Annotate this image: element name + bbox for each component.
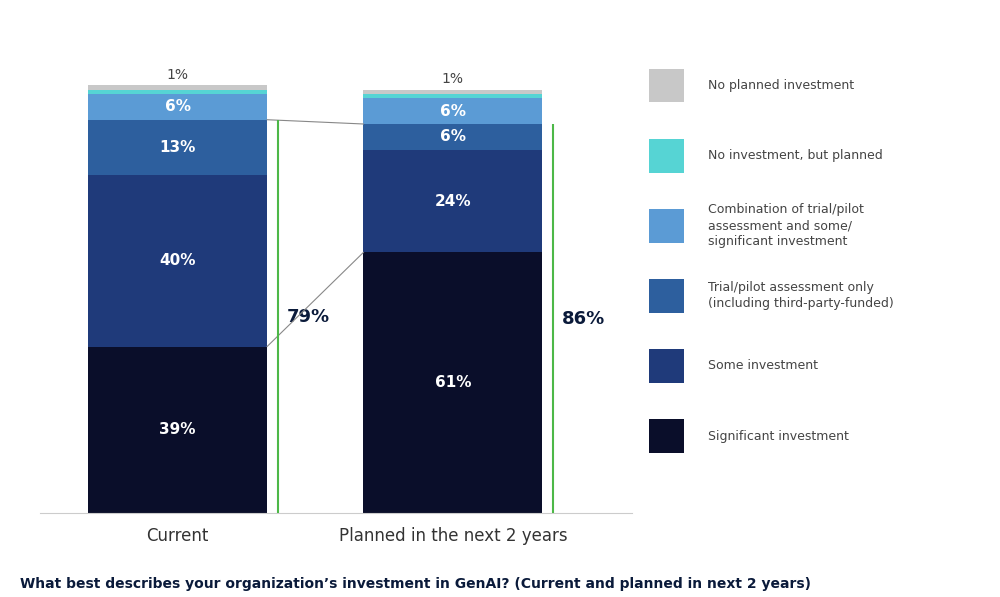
Text: 61%: 61% [435, 376, 471, 390]
Bar [363, 99, 542, 124]
Text: Combination of trial/pilot
assessment and some/
significant investment: Combination of trial/pilot assessment an… [708, 203, 864, 248]
Text: Trial/pilot assessment only
(including third-party-funded): Trial/pilot assessment only (including t… [708, 281, 894, 310]
Text: 40%: 40% [159, 254, 196, 269]
Text: 1%: 1% [167, 68, 189, 82]
Text: No planned investment: No planned investment [708, 79, 855, 92]
Bar [649, 279, 684, 313]
Bar [649, 139, 684, 173]
Bar [649, 419, 684, 453]
Bar [88, 346, 267, 513]
Text: 24%: 24% [435, 193, 471, 208]
Bar [363, 253, 542, 513]
Bar [88, 120, 267, 176]
Bar [363, 94, 542, 99]
Bar [88, 176, 267, 346]
Bar [363, 124, 542, 150]
Bar [363, 90, 542, 94]
Bar [88, 85, 267, 90]
Text: No investment, but planned: No investment, but planned [708, 149, 883, 162]
Bar [88, 94, 267, 120]
Text: Some investment: Some investment [708, 359, 818, 373]
Text: 1%: 1% [442, 72, 464, 87]
Text: What best describes your organization’s investment in GenAI? (Current and planne: What best describes your organization’s … [20, 577, 811, 591]
Text: Significant investment: Significant investment [708, 430, 849, 442]
Text: 6%: 6% [440, 104, 466, 119]
Bar [88, 90, 267, 94]
Text: 39%: 39% [159, 423, 196, 438]
Text: 6%: 6% [440, 130, 466, 144]
Bar [649, 209, 684, 242]
Bar [649, 349, 684, 383]
Text: 6%: 6% [165, 99, 191, 115]
Bar [363, 150, 542, 253]
Text: 86%: 86% [562, 310, 605, 328]
Text: 79%: 79% [286, 307, 330, 325]
Bar [649, 69, 684, 103]
Text: 13%: 13% [159, 140, 196, 155]
